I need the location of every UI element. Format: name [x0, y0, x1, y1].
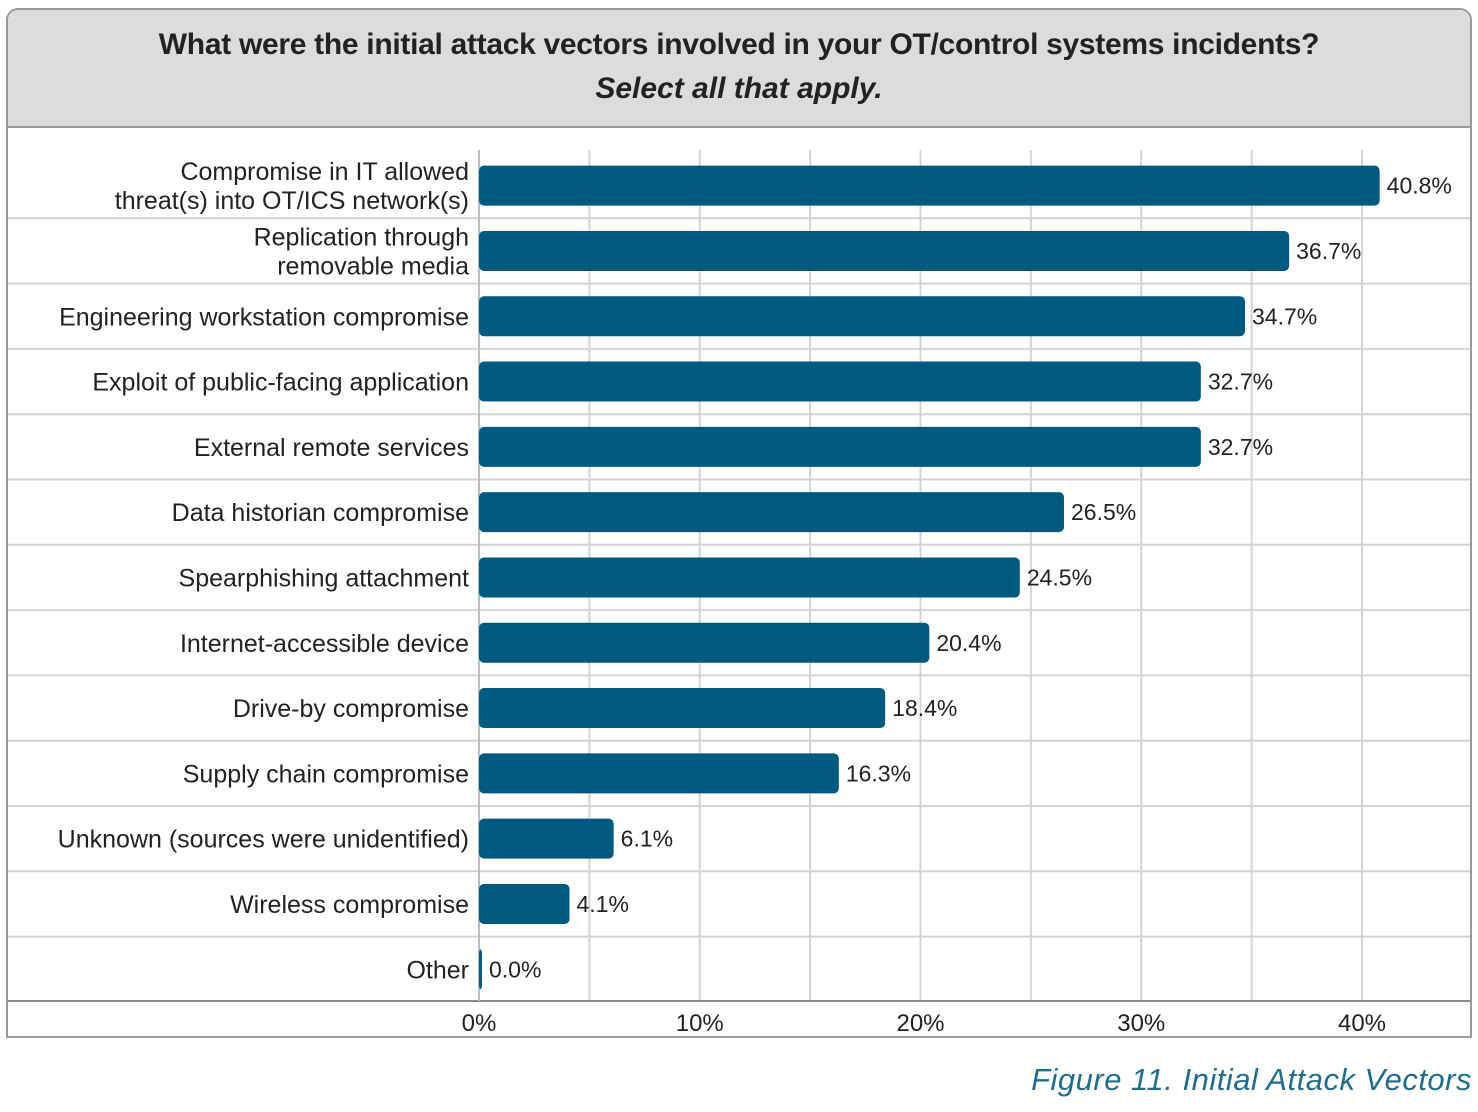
bar	[479, 296, 1246, 337]
chart-subtitle: Select all that apply.	[595, 72, 883, 105]
value-label: 24.5%	[1027, 564, 1092, 590]
category-label: Drive-by compromise	[233, 695, 469, 723]
category-label: Replication through removable media	[254, 223, 470, 280]
x-tick-label: 20%	[896, 1010, 944, 1037]
chart-title: What were the initial attack vectors inv…	[158, 28, 1320, 61]
bar	[479, 426, 1201, 467]
bar	[479, 165, 1380, 206]
category-label: Spearphishing attachment	[179, 564, 470, 592]
bar	[479, 949, 482, 990]
category-label: Supply chain compromise	[183, 760, 469, 788]
value-label: 16.3%	[846, 760, 911, 786]
bar	[479, 361, 1201, 402]
value-label: 4.1%	[577, 891, 629, 917]
bar	[479, 688, 886, 729]
category-label: Other	[406, 956, 469, 984]
category-label: Engineering workstation compromise	[59, 303, 469, 331]
chart-header: What were the initial attack vectors inv…	[8, 10, 1470, 128]
x-tick-label: 0%	[462, 1010, 497, 1037]
value-label: 32.7%	[1208, 434, 1273, 460]
category-label: Internet-accessible device	[180, 630, 469, 658]
bar	[479, 492, 1064, 533]
value-label: 18.4%	[892, 695, 957, 721]
category-label: External remote services	[194, 434, 469, 462]
figure-caption: Figure 11. Initial Attack Vectors	[1031, 1062, 1472, 1097]
category-label: Unknown (sources were unidentified)	[58, 826, 469, 854]
value-label: 20.4%	[936, 630, 1001, 656]
x-tick-label: 10%	[676, 1010, 724, 1037]
value-label: 0.0%	[489, 956, 541, 982]
x-tick-label: 30%	[1117, 1010, 1165, 1037]
x-tick-label: 40%	[1338, 1010, 1386, 1037]
value-label: 32.7%	[1208, 369, 1273, 395]
bar	[479, 818, 614, 859]
category-label: Data historian compromise	[172, 499, 469, 527]
value-label: 26.5%	[1071, 499, 1136, 525]
bar	[479, 557, 1020, 598]
value-label: 40.8%	[1387, 173, 1452, 199]
category-label: Wireless compromise	[230, 891, 469, 919]
bar	[479, 883, 570, 924]
bar	[479, 753, 839, 794]
bar	[479, 230, 1290, 271]
category-label: Compromise in IT allowed threat(s) into O…	[115, 158, 469, 215]
category-label: Exploit of public-facing application	[92, 369, 469, 397]
bar	[479, 622, 930, 663]
value-label: 6.1%	[621, 826, 673, 852]
value-label: 36.7%	[1296, 238, 1361, 264]
value-label: 34.7%	[1252, 303, 1317, 329]
